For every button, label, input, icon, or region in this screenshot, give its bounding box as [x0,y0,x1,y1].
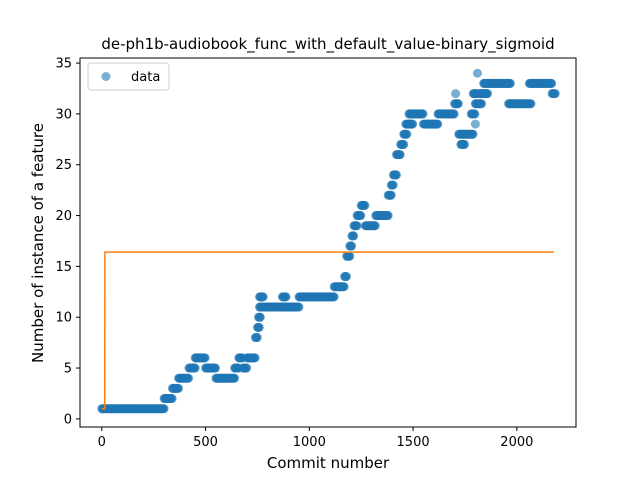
data-point [399,139,409,149]
data-point [341,272,351,282]
plot-frame [79,57,577,428]
data-point [547,78,557,88]
fit-line [101,251,555,410]
x-tick-label: 0 [98,435,106,450]
data-point [252,333,262,343]
data-point [391,170,401,180]
data-point [352,221,362,231]
data-point [386,190,396,200]
data-point [550,89,560,99]
y-tick-label: 15 [55,260,72,275]
data-point [329,292,339,302]
data-point [174,383,184,393]
data-point [388,180,398,190]
data-point [470,109,480,119]
data-point [468,129,478,139]
data-point [433,119,443,129]
legend-label-data: data [131,70,160,85]
data-point [360,200,370,210]
y-tick-label: 5 [64,362,72,377]
data-point [254,322,264,332]
data-point [356,211,366,221]
data-point [505,78,515,88]
data-point [470,119,480,129]
data-point [184,373,194,383]
legend: data [87,62,170,91]
data-point [483,89,493,99]
data-point [395,150,405,160]
data-point [211,363,221,373]
data-point [281,292,291,302]
data-point [250,353,260,363]
data-points [97,68,560,414]
data-point [345,251,355,261]
data-point [190,363,200,373]
data-point [418,109,428,119]
y-tick-label: 35 [55,57,72,72]
y-tick-label: 20 [55,209,72,224]
data-point [294,302,304,312]
data-point [451,89,461,99]
data-point [167,394,177,404]
axis-ticks: 0 500 1000 1500 2000 0 5 10 15 20 25 30 35 [55,57,533,450]
data-point [472,68,482,78]
data-point [453,99,463,109]
data-point [460,139,470,149]
y-tick-label: 10 [55,311,72,326]
data-point [347,241,357,251]
data-point [408,119,418,129]
data-point [349,231,359,241]
data-point [526,99,536,109]
y-tick-label: 25 [55,158,72,173]
data-point [242,363,252,373]
legend-marker-data [101,72,111,81]
y-tick-label: 0 [64,412,72,427]
data-point [370,221,380,231]
y-axis-label: Number of instance of a feature [29,123,47,363]
data-point [159,404,169,414]
fit-line-layer [101,251,555,410]
x-tick-label: 2000 [500,435,533,450]
data-point [200,353,210,363]
data-point [383,211,393,221]
data-point [230,373,240,383]
x-tick-label: 500 [193,435,218,450]
legend-frame [87,62,170,91]
data-point [449,109,459,119]
chart-title: de-ph1b-audiobook_func_with_default_valu… [101,35,554,54]
data-point [339,282,349,292]
x-tick-label: 1000 [293,435,326,450]
data-point [258,292,268,302]
data-point [402,129,412,139]
x-axis-label: Commit number [267,454,390,472]
data-point [477,99,487,109]
x-tick-label: 1500 [397,435,430,450]
y-tick-label: 30 [55,107,72,122]
data-point [255,312,265,322]
